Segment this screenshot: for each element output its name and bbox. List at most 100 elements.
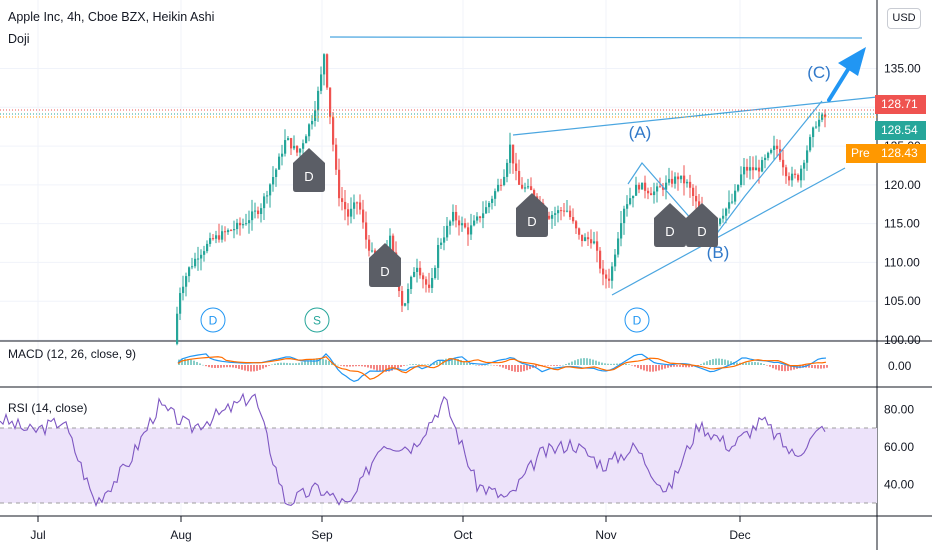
macd-histogram-bar	[697, 365, 699, 366]
macd-histogram-bar	[475, 364, 477, 366]
macd-histogram-bar	[310, 359, 312, 365]
macd-histogram-bar	[790, 365, 792, 371]
candle-body	[605, 274, 608, 279]
candle-body	[497, 184, 500, 192]
macd-histogram-bar	[724, 359, 726, 365]
macd-histogram-bar	[238, 365, 240, 369]
time-axis[interactable]: Jul Aug Sep Oct Nov Dec	[30, 516, 751, 542]
doji-marker	[369, 243, 401, 287]
candle-body	[752, 167, 755, 171]
macd-histogram-bar	[586, 358, 588, 365]
candle-body	[368, 239, 371, 251]
macd-histogram-bar	[193, 360, 195, 365]
candle-body	[362, 209, 365, 223]
candle-body	[434, 267, 437, 279]
macd-histogram-bar	[463, 361, 465, 365]
macd-histogram-bar	[718, 358, 720, 365]
last-price-tag: 128.71	[875, 95, 926, 114]
candle-body	[812, 127, 815, 138]
macd-histogram-bar	[481, 365, 483, 366]
macd-histogram-bar	[337, 364, 339, 366]
candle-body	[326, 54, 329, 88]
candle-body	[227, 230, 230, 233]
candle-body	[224, 231, 227, 233]
macd-histogram-bar	[574, 360, 576, 365]
candle-body	[611, 266, 614, 281]
macd-histogram-bar	[511, 365, 513, 372]
candle-body	[272, 176, 275, 185]
macd-histogram-bar	[403, 365, 405, 366]
macd-histogram-bar	[793, 365, 795, 370]
macd-legend[interactable]: MACD (12, 26, close, 9)	[8, 347, 137, 361]
macd-histogram-bar	[373, 365, 375, 370]
macd-histogram-bar	[676, 365, 678, 367]
candle-body	[365, 222, 368, 240]
candle-body	[518, 170, 521, 185]
macd-histogram-bar	[754, 362, 756, 365]
candle-body	[482, 213, 485, 219]
doji-marker	[293, 148, 325, 192]
lower-channel-line	[611, 167, 846, 296]
macd-histogram-bar	[775, 365, 777, 370]
macd-histogram-bar	[817, 365, 819, 369]
macd-histogram-bar	[241, 365, 243, 370]
candle-body	[782, 159, 785, 168]
candle-body	[506, 162, 509, 177]
macd-histogram-bar	[301, 362, 303, 365]
candle-body	[776, 145, 779, 149]
macd-histogram-bar	[343, 365, 345, 367]
macd-histogram-bar	[235, 365, 237, 369]
event-markers[interactable]: D D D D D D S D	[200, 148, 718, 333]
candle-body	[779, 148, 782, 160]
macd-histogram-bar	[256, 365, 258, 371]
macd-histogram-bar	[520, 365, 522, 372]
candle-body	[179, 293, 182, 314]
macd-histogram-bar	[499, 365, 501, 367]
candle-body	[449, 221, 452, 226]
macd-histogram-bar	[685, 365, 687, 368]
macd-histogram-bar	[670, 365, 672, 368]
macd-histogram-bar	[778, 365, 780, 371]
macd-histogram-bar	[349, 365, 351, 367]
candle-body	[596, 241, 599, 251]
macd-histogram-bar	[826, 365, 828, 368]
candle-body	[644, 182, 647, 191]
candle-body	[287, 138, 290, 141]
candle-body	[281, 153, 284, 157]
candle-body	[356, 202, 359, 204]
macd-histogram-bar	[313, 358, 315, 365]
trendline-drawings[interactable]: (A) (B) (C)	[0, 36, 878, 296]
price-tick-label: 120.00	[884, 178, 921, 192]
currency-button[interactable]: USD	[887, 8, 921, 29]
candle-body	[209, 238, 212, 244]
candle-body	[341, 198, 344, 202]
macd-histogram-bar	[523, 365, 525, 372]
macd-histogram-bar	[280, 362, 282, 365]
candle-body	[785, 167, 788, 177]
macd-histogram-bar	[205, 365, 207, 367]
candle-body	[494, 191, 497, 199]
candle-body	[632, 195, 635, 199]
macd-histogram-bar	[448, 358, 450, 365]
macd-histogram-bar	[181, 359, 183, 365]
rsi-legend[interactable]: RSI (14, close)	[8, 401, 88, 415]
candle-body	[446, 225, 449, 238]
candle-body	[626, 204, 629, 209]
macd-histogram-bar	[751, 362, 753, 365]
macd-histogram-bar	[409, 364, 411, 365]
candle-body	[560, 210, 563, 212]
candle-body	[353, 202, 356, 209]
candle-body	[236, 222, 239, 230]
candle-body	[623, 208, 626, 224]
time-tick-label: Dec	[729, 528, 750, 542]
candle-body	[491, 198, 494, 203]
candle-body	[731, 201, 734, 203]
macd-histogram-bar	[274, 363, 276, 365]
chart-title: Apple Inc, 4h, Cboe BZX, Heikin Ashi	[8, 10, 215, 24]
candle-body	[359, 202, 362, 210]
macd-histogram-bar	[649, 365, 651, 372]
candle-body	[185, 276, 188, 287]
macd-histogram-bar	[187, 359, 189, 365]
candle-body	[521, 184, 524, 189]
